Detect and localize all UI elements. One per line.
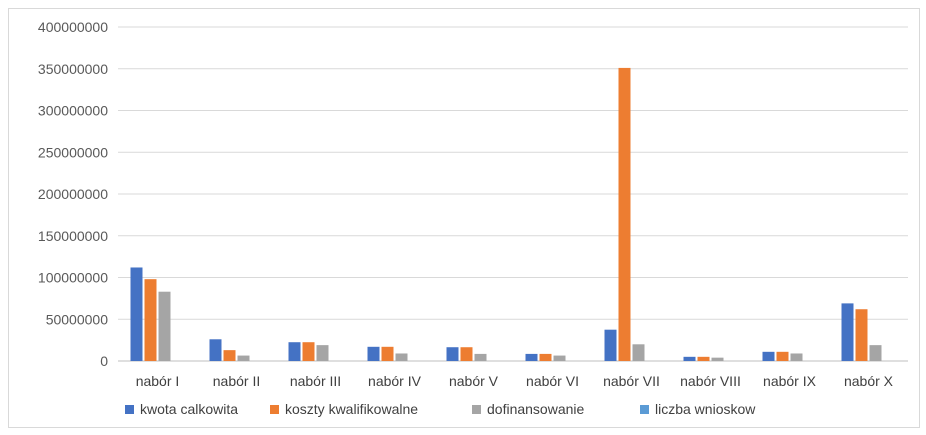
- bar-kwota-calkowita: [130, 267, 143, 361]
- bar-koszty-kwalifikowalne: [302, 342, 315, 361]
- legend-swatch: [640, 405, 649, 414]
- bar-dofinansowanie: [158, 291, 171, 361]
- bar-kwota-calkowita: [841, 303, 854, 361]
- y-tick-label: 200000000: [38, 186, 108, 202]
- y-tick-label: 0: [100, 353, 108, 369]
- x-tick-label: nabór IV: [368, 373, 422, 389]
- x-tick-label: nabór V: [449, 373, 499, 389]
- chart-frame: [8, 8, 920, 428]
- bar-kwota-calkowita: [683, 356, 696, 361]
- bar-dofinansowanie: [237, 355, 250, 361]
- y-tick-label: 250000000: [38, 144, 108, 160]
- x-tick-label: nabór VI: [526, 373, 579, 389]
- y-tick-label: 350000000: [38, 61, 108, 77]
- bar-koszty-kwalifikowalne: [539, 353, 552, 361]
- bar-koszty-kwalifikowalne: [855, 309, 868, 361]
- legend-label: koszty kwalifikowalne: [285, 401, 418, 417]
- x-tick-label: nabór IX: [763, 373, 817, 389]
- bar-koszty-kwalifikowalne: [776, 351, 789, 361]
- bar-kwota-calkowita: [525, 353, 538, 361]
- bar-kwota-calkowita: [604, 329, 617, 361]
- legend-label: dofinansowanie: [487, 401, 585, 417]
- x-tick-label: nabór VIII: [680, 373, 741, 389]
- bar-kwota-calkowita: [288, 342, 301, 361]
- bar-dofinansowanie: [632, 344, 645, 361]
- bar-koszty-kwalifikowalne: [223, 350, 236, 361]
- bar-dofinansowanie: [790, 353, 803, 361]
- y-tick-label: 300000000: [38, 103, 108, 119]
- bar-dofinansowanie: [553, 355, 566, 361]
- x-tick-label: nabór II: [213, 373, 260, 389]
- y-tick-label: 400000000: [38, 19, 108, 35]
- legend-swatch: [125, 405, 134, 414]
- x-tick-label: nabór III: [290, 373, 341, 389]
- legend-swatch: [270, 405, 279, 414]
- y-tick-label: 50000000: [46, 311, 109, 327]
- x-tick-label: nabór I: [136, 373, 180, 389]
- bar-kwota-calkowita: [446, 347, 459, 361]
- bar-koszty-kwalifikowalne: [618, 67, 631, 361]
- legend-label: liczba wnioskow: [655, 401, 756, 417]
- x-tick-label: nabór X: [844, 373, 894, 389]
- bar-kwota-calkowita: [209, 339, 222, 361]
- bar-dofinansowanie: [395, 353, 408, 361]
- y-tick-label: 100000000: [38, 270, 108, 286]
- bar-kwota-calkowita: [762, 351, 775, 361]
- y-tick-label: 150000000: [38, 228, 108, 244]
- legend-swatch: [472, 405, 481, 414]
- bar-koszty-kwalifikowalne: [144, 279, 157, 361]
- x-tick-label: nabór VII: [603, 373, 660, 389]
- bar-dofinansowanie: [474, 353, 487, 361]
- bar-dofinansowanie: [711, 357, 724, 361]
- legend-label: kwota calkowita: [140, 401, 238, 417]
- bar-kwota-calkowita: [367, 346, 380, 361]
- bar-dofinansowanie: [316, 345, 329, 361]
- bar-koszty-kwalifikowalne: [697, 356, 710, 361]
- bar-koszty-kwalifikowalne: [460, 347, 473, 361]
- bar-koszty-kwalifikowalne: [381, 346, 394, 361]
- bar-dofinansowanie: [869, 345, 882, 361]
